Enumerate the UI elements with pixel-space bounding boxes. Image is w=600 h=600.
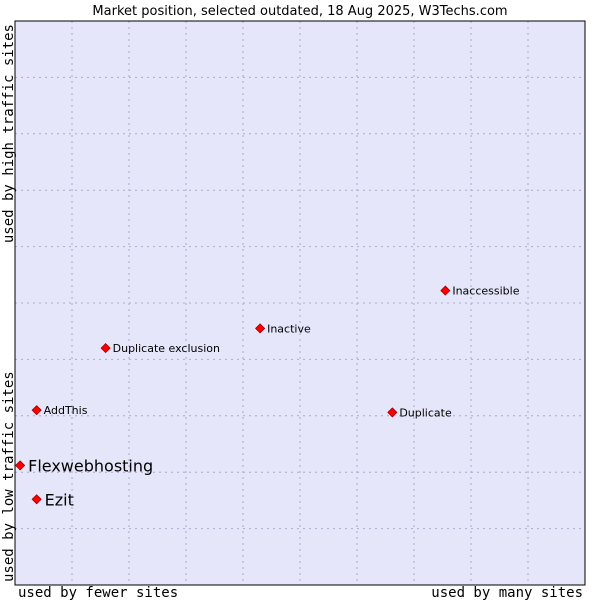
point-label: Inactive xyxy=(267,322,311,335)
point-marker xyxy=(100,343,111,354)
x-axis-high-label: used by many sites xyxy=(431,585,583,600)
point-label: Inaccessible xyxy=(452,285,519,298)
data-point: Inaccessible xyxy=(440,285,520,298)
point-marker xyxy=(31,405,42,416)
data-point: Duplicate exclusion xyxy=(100,342,220,355)
plot-frame xyxy=(14,20,586,586)
point-label: AddThis xyxy=(44,404,88,417)
point-marker xyxy=(440,285,451,296)
x-axis-low-label: used by fewer sites xyxy=(18,585,178,600)
point-marker xyxy=(255,323,266,334)
point-marker xyxy=(387,407,398,418)
point-label: Ezit xyxy=(45,490,74,509)
y-axis-high-label: used by high traffic sites xyxy=(1,24,17,243)
point-label: Duplicate xyxy=(399,406,452,419)
data-point: Duplicate xyxy=(387,406,452,419)
data-point: AddThis xyxy=(31,404,88,417)
data-points: Inaccessible Inactive Duplicate exclusion A… xyxy=(15,285,520,509)
data-point: Inactive xyxy=(255,322,311,335)
y-axis-low-label: used by low traffic sites xyxy=(1,371,17,582)
grid-lines xyxy=(15,21,585,585)
data-point: Flexwebhosting xyxy=(15,456,153,475)
point-label: Duplicate exclusion xyxy=(113,342,220,355)
point-marker xyxy=(31,494,42,505)
point-marker xyxy=(15,460,26,471)
chart-title: Market position, selected outdated, 18 A… xyxy=(92,4,507,19)
data-point: Ezit xyxy=(31,490,74,509)
point-label: Flexwebhosting xyxy=(28,456,153,475)
